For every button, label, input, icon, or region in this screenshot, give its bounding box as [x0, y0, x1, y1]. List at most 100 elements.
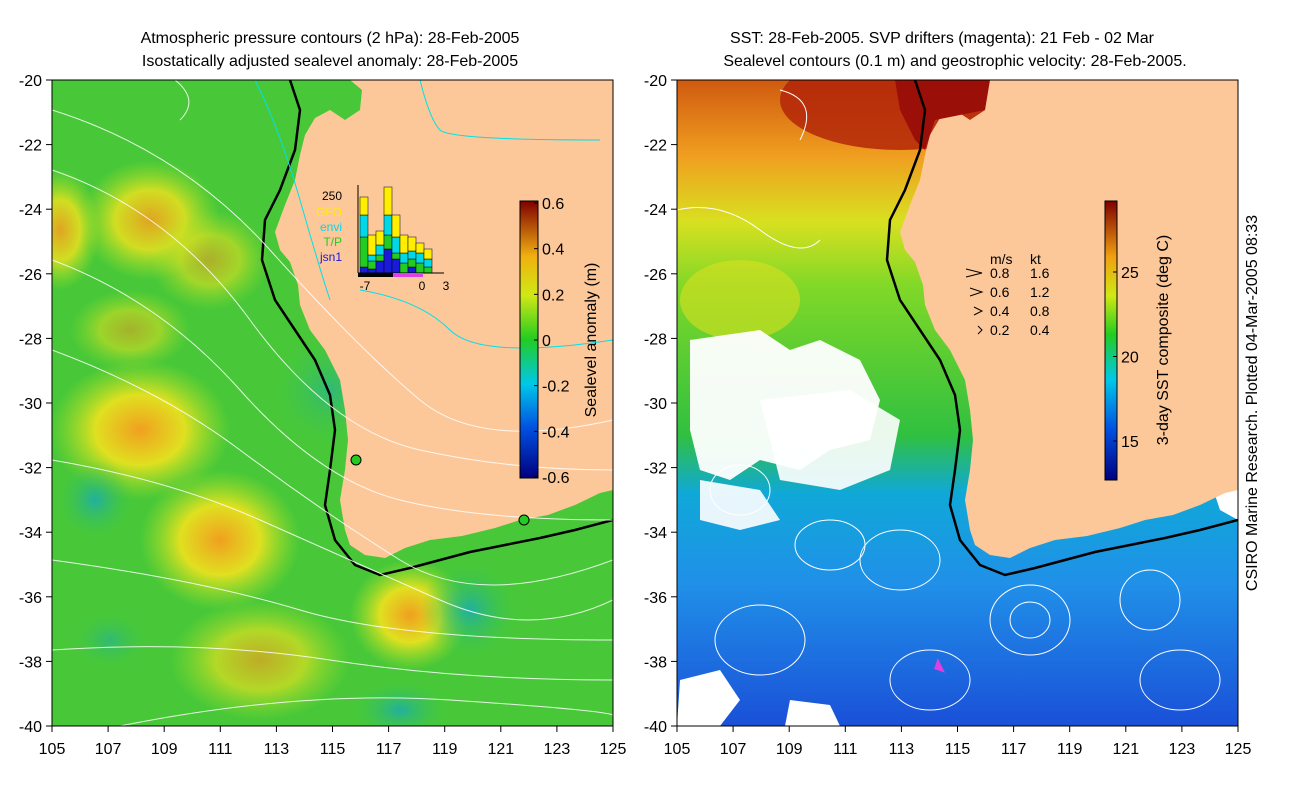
velocity-ms: 0.4	[990, 303, 1010, 319]
inset-tick-1: 0	[419, 279, 426, 293]
inset-bar-segment	[415, 242, 425, 254]
lon-label: 121	[487, 741, 514, 758]
lat-label: -28	[644, 331, 667, 348]
inset-bar-segment	[359, 214, 369, 238]
inset-bar-segment	[383, 214, 393, 236]
inset-bar-segment	[415, 252, 425, 264]
lat-label: -26	[644, 267, 667, 284]
lon-label: 113	[889, 741, 915, 758]
lat-label: -20	[644, 73, 667, 90]
right-map	[677, 80, 1238, 726]
inset-bar-segment	[391, 252, 401, 260]
velocity-header-ms: m/s	[990, 251, 1013, 267]
lon-label: 109	[151, 741, 178, 758]
right-axes: -20 -22 -24 -26 -28 -30 -32 -34 -36 -38 -40 105 107 1…	[644, 73, 1252, 758]
inset-tick-2: 3	[443, 279, 450, 293]
right-title-line1: SST: 28-Feb-2005. SVP drifters (magenta)…	[730, 30, 1155, 47]
inset-bar-segment	[399, 234, 409, 254]
inset-bar-segment	[399, 262, 409, 274]
credit-line: CSIRO Marine Research. Plotted 04-Mar-20…	[1244, 215, 1261, 591]
colorbar-tick-label: 15	[1121, 434, 1139, 451]
inset-bar-segment	[423, 248, 433, 260]
lon-label: 105	[39, 741, 66, 758]
colorbar-tick-label: 0.6	[542, 196, 564, 213]
inset-bar-segment	[423, 258, 433, 268]
lat-label: -28	[19, 331, 42, 348]
colorbar-tick-label: 0	[542, 333, 551, 350]
lon-label: 115	[320, 741, 346, 758]
warm-shelf-water	[895, 80, 990, 150]
inset-bar-segment	[359, 236, 369, 268]
inset-ymax: 250	[322, 189, 342, 203]
lon-label: 123	[1169, 741, 1196, 758]
inset-bar-segment	[383, 248, 393, 274]
velocity-kt: 0.4	[1030, 322, 1050, 338]
sst-colorbar: 25 20 15 3-day SST composite (deg C)	[1104, 200, 1172, 481]
lon-label: 117	[376, 741, 402, 758]
inset-bar-segment	[383, 234, 393, 250]
lon-label: 119	[1057, 741, 1083, 758]
velocity-arrow	[973, 306, 984, 316]
lon-label: 125	[1225, 741, 1252, 758]
inset-bar-segment	[367, 268, 377, 274]
inset-bar-segment	[359, 266, 369, 274]
sst-colorbar-ticks: 25 20 15	[1113, 265, 1139, 451]
lat-label: -32	[19, 461, 42, 478]
inset-bar-segment	[359, 196, 369, 216]
inset-bar-segment	[367, 260, 377, 270]
inset-bar-segment	[407, 250, 417, 260]
svp-drifter-track	[934, 658, 945, 673]
sst-colorbar-label: 3-day SST composite (deg C)	[1155, 235, 1172, 445]
inset-bar-segment	[407, 266, 417, 274]
inset-bar-segment	[415, 262, 425, 274]
lon-label: 113	[264, 741, 290, 758]
inset-tick-0: -7	[360, 279, 371, 293]
inset-bars	[359, 186, 433, 274]
velocity-legend-rows: 0.8 1.6 0.6 1.2 0.4 0.8 0.2 0.4	[965, 265, 1050, 338]
velocity-legend: m/s kt 0.8 1.6 0.6 1.2 0.4 0.8 0.2 0.4	[965, 251, 1050, 338]
lon-label: 107	[720, 741, 747, 758]
lon-label: 111	[833, 741, 857, 758]
lon-label: 119	[432, 741, 458, 758]
velocity-kt: 0.8	[1030, 303, 1050, 319]
inset-bar-segment	[367, 234, 377, 256]
left-title-line2: Isostatically adjusted sealevel anomaly:…	[142, 53, 518, 70]
tide-gauge-marker	[350, 454, 362, 466]
velocity-arrow	[965, 268, 983, 278]
velocity-kt: 1.2	[1030, 284, 1050, 300]
sla-colorbar-ticks: 0.6 0.4 0.2 0 -0.2 -0.4 -0.6	[534, 196, 570, 487]
lat-label: -24	[19, 202, 42, 219]
inset-legend-entry: jsn1	[319, 250, 342, 264]
inset-bar-segment	[407, 258, 417, 268]
velocity-ms: 0.2	[990, 322, 1010, 338]
lon-label: 117	[1001, 741, 1027, 758]
inset-bar-segment	[391, 214, 401, 238]
velocity-arrow	[977, 325, 983, 335]
inset-bar-segment	[407, 236, 417, 252]
velocity-ms: 0.6	[990, 284, 1010, 300]
colorbar-tick-label: 0.2	[542, 287, 564, 304]
lon-label: 121	[1112, 741, 1139, 758]
lat-label: -34	[644, 525, 667, 542]
sla-colorbar: 0.6 0.4 0.2 0 -0.2 -0.4 -0.6 Sealevel anomaly …	[519, 196, 600, 487]
lat-label: -24	[644, 202, 667, 219]
velocity-arrow	[969, 287, 984, 297]
lat-label: -22	[19, 138, 42, 155]
inset-bar-segment	[375, 244, 385, 256]
colorbar-tick-label: -0.6	[542, 470, 570, 487]
tide-gauge-marker	[518, 514, 530, 526]
lon-label: 123	[544, 741, 571, 758]
sst-colorbar-ramp	[1104, 200, 1118, 481]
lon-label: 115	[945, 741, 971, 758]
shelf-contours	[254, 80, 613, 349]
left-title-line1: Atmospheric pressure contours (2 hPa): 2…	[141, 30, 520, 47]
lat-label: -34	[19, 525, 42, 542]
inset-bar-segment	[383, 186, 393, 216]
lat-label: -36	[19, 590, 42, 607]
inset-bar-segment	[423, 266, 433, 274]
colorbar-tick-label: 20	[1121, 350, 1139, 367]
colorbar-tick-label: 0.4	[542, 242, 564, 259]
